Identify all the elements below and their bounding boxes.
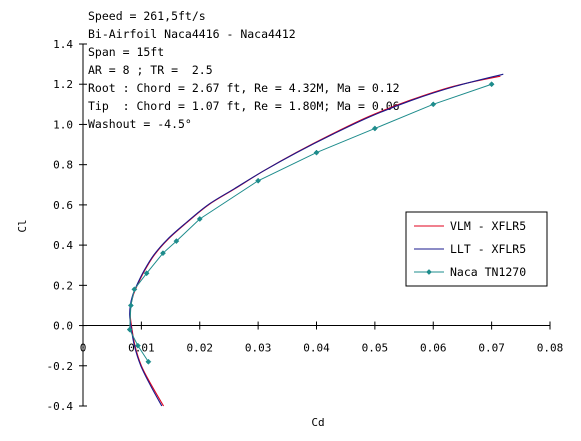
data-point — [131, 286, 138, 293]
legend-marker — [426, 269, 432, 275]
data-point — [173, 238, 180, 245]
legend-entry-label: VLM - XFLR5 — [450, 219, 526, 233]
data-point — [255, 177, 262, 184]
data-point — [196, 216, 203, 222]
chart-series — [126, 73, 504, 407]
data-point — [371, 125, 378, 132]
y-tick-label: -0.2 — [47, 360, 74, 373]
series-2 — [126, 81, 495, 365]
data-point — [143, 270, 150, 277]
annotation-line: Root : Chord = 2.67 ft, Re = 4.32M, Ma =… — [88, 81, 400, 95]
data-point — [488, 81, 495, 88]
y-tick-label: -0.4 — [47, 400, 74, 413]
annotation-line: Speed = 261,5ft/s — [88, 9, 206, 23]
annotation-line: AR = 8 ; TR = 2.5 — [88, 63, 213, 77]
annotation-line: Tip : Chord = 1.07 ft, Re = 1.80M; Ma = … — [88, 99, 400, 113]
data-point — [134, 342, 141, 349]
chart-axes: -0.4 -0.2 0.0 0.2 0.4 0.6 0.8 1.0 1.2 1.4 0 0.01 0.0… — [16, 38, 563, 429]
series-line — [129, 83, 492, 363]
y-tick-label: 0.0 — [53, 320, 73, 333]
y-tick-label: 0.6 — [53, 199, 73, 212]
data-point — [313, 149, 320, 156]
annotation-line: Bi-Airfoil Naca4416 - Naca4412 — [88, 27, 296, 41]
x-axis-label: Cd — [311, 416, 324, 429]
y-tick-label: 1.2 — [53, 78, 73, 91]
chart-annotations: Speed = 261,5ft/s Bi-Airfoil Naca4416 - N… — [88, 9, 400, 131]
y-tick-label: 1.0 — [53, 118, 73, 131]
data-point — [145, 358, 152, 365]
x-tick-label: 0.03 — [245, 342, 272, 355]
chart-legend: VLM - XFLR5 LLT - XFLR5 Naca TN1270 — [405, 211, 548, 287]
y-tick-label: 0.4 — [53, 239, 73, 252]
legend-entry-label: LLT - XFLR5 — [450, 242, 526, 256]
data-point — [126, 326, 133, 333]
x-tick-label: 0.08 — [537, 342, 564, 355]
x-tick-label: 0 — [80, 342, 87, 355]
x-tick-label: 0.07 — [478, 342, 505, 355]
x-tick-label: 0.06 — [420, 342, 447, 355]
legend-entry-label: Naca TN1270 — [450, 265, 526, 279]
y-axis-label: Cl — [16, 219, 29, 232]
annotation-line: Washout = -4.5° — [88, 117, 192, 131]
x-tick-label: 0.04 — [303, 342, 330, 355]
x-tick-label: 0.02 — [187, 342, 214, 355]
data-point — [160, 250, 166, 257]
y-tick-label: 1.4 — [53, 38, 73, 51]
y-tick-label: 0.2 — [53, 279, 73, 292]
annotation-line: Span = 15ft — [88, 45, 164, 59]
x-tick-label: 0.01 — [128, 342, 155, 355]
data-point — [430, 101, 437, 108]
x-tick-label: 0.05 — [362, 342, 389, 355]
y-tick-label: 0.8 — [53, 159, 73, 172]
data-point — [127, 302, 134, 309]
